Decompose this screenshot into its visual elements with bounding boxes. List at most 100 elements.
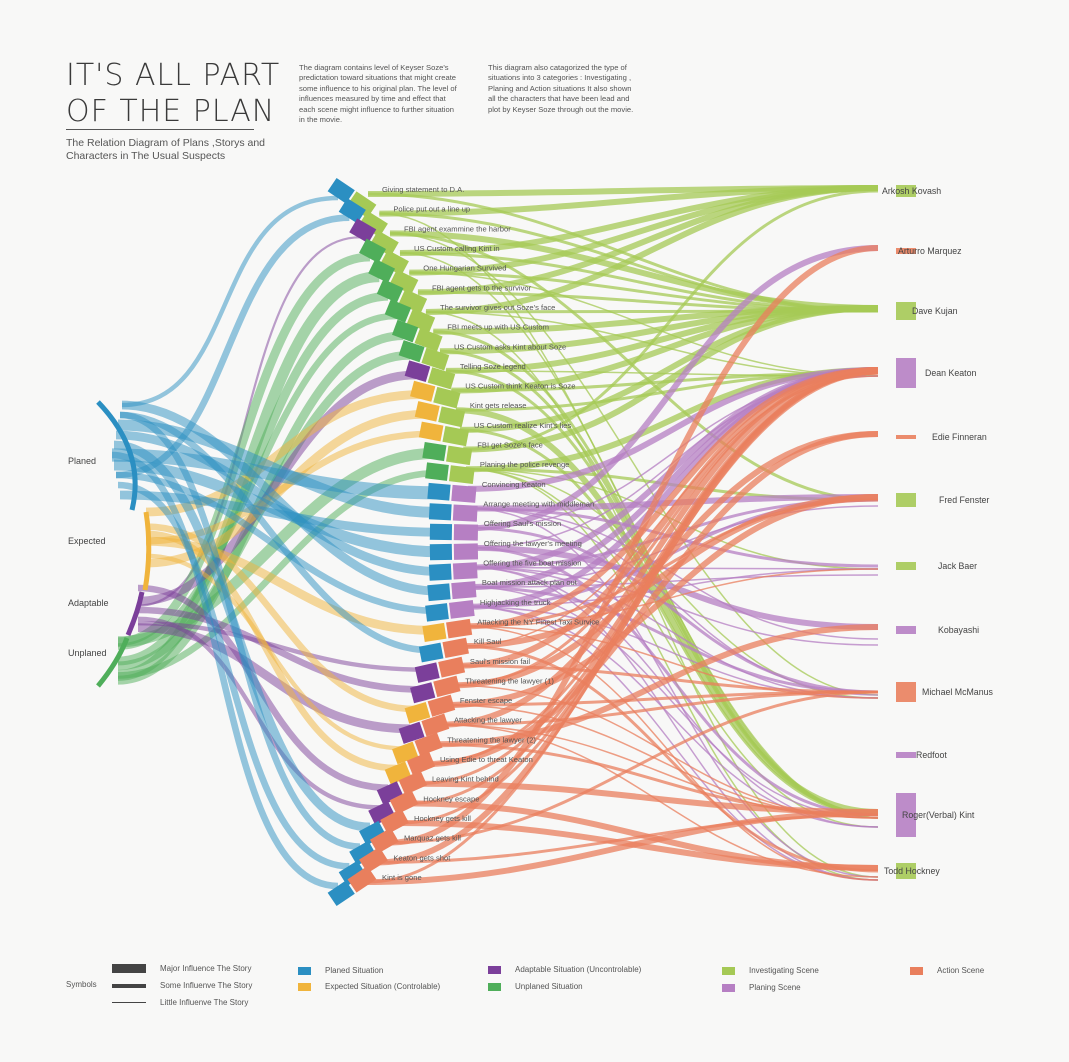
situation-square bbox=[429, 543, 453, 561]
situation-square bbox=[422, 622, 447, 643]
scene-label: Police put out a line up bbox=[393, 205, 470, 214]
scene-label: US Custom asks Kint about Soze bbox=[454, 342, 566, 351]
legend-expected: Expected Situation (Controlable) bbox=[298, 982, 440, 991]
scene-block-planing-the-police-revenge bbox=[425, 462, 475, 484]
scene-block-fbi-agent-exammine-the-harbor bbox=[349, 218, 399, 257]
flow-offering-saul-s-mission-to-michael-mcmanus bbox=[469, 526, 879, 694]
expected-swatch bbox=[298, 982, 311, 991]
scene-type-square bbox=[452, 562, 478, 580]
scene-type-square bbox=[406, 751, 436, 776]
scene-label: Telling Soze legend bbox=[460, 362, 526, 371]
flow-kill-saul-to-todd-hockney bbox=[459, 644, 879, 873]
scene-block-the-survivor-gives-out-soze-s-face bbox=[384, 299, 436, 333]
flow-fenster-escape-to-fred-fenster bbox=[445, 494, 879, 709]
situation-label-expected: Expected bbox=[68, 536, 106, 546]
scene-block-kint-is-gone bbox=[327, 865, 377, 907]
flow-kint-gets-release-to-roger-verbal-kint bbox=[455, 407, 879, 815]
scene-type-square bbox=[380, 808, 409, 835]
scene-block-us-custom-calling-kint-in bbox=[359, 238, 409, 276]
scene-label: Hockney escape bbox=[423, 794, 479, 803]
page-title: IT'S ALL PART OF THE PLAN bbox=[66, 58, 280, 130]
character-bar-redfoot bbox=[896, 752, 916, 758]
scene-label: Planing the police revenge bbox=[480, 460, 570, 469]
flow-planed-to-marquaz-gets-kill bbox=[119, 411, 361, 850]
situation-square bbox=[359, 238, 386, 264]
legend-planing: Planing Scene bbox=[722, 983, 801, 992]
flow-fbi-agent-exammine-the-harbor-to-michael-mcmanus bbox=[389, 232, 879, 696]
situation-square bbox=[404, 360, 431, 383]
legend-major: Major Influence The Story bbox=[112, 964, 251, 973]
little-influence-line bbox=[112, 1002, 146, 1003]
scene-label: The survivor gives out Soze's face bbox=[440, 303, 555, 312]
situation-square bbox=[338, 860, 366, 886]
scene-type-square bbox=[452, 504, 478, 522]
situation-square bbox=[368, 801, 396, 826]
legend-planed-label: Planed Situation bbox=[325, 966, 384, 975]
situation-label-planed: Planed bbox=[68, 456, 96, 466]
situation-label-adaptable: Adaptable bbox=[68, 598, 109, 608]
legend-planing-label: Planing Scene bbox=[749, 983, 801, 992]
character-label-dave-kujan: Dave Kujan bbox=[912, 306, 958, 316]
scene-block-leaving-kint-behind bbox=[376, 770, 428, 805]
legend-adaptable: Adaptable Situation (Uncontrolable) bbox=[488, 965, 641, 974]
scene-block-us-custom-realize-kint-s-lies bbox=[418, 421, 469, 447]
flow-offering-the-five-boat-mission-to-kobayashi bbox=[469, 566, 879, 646]
character-bars bbox=[896, 185, 916, 879]
scene-label: Marquaz gets kill bbox=[404, 834, 461, 843]
flow-adaptable-to-threatening-the-lawyer-1 bbox=[137, 606, 422, 693]
character-flows bbox=[367, 185, 879, 885]
scene-block-hockney-escape bbox=[368, 789, 419, 826]
scene-block-arrange-meeting-with-middleman bbox=[428, 503, 478, 522]
character-bar-jack-baer bbox=[896, 562, 916, 570]
scene-label: US Custom realize Kint's lies bbox=[474, 421, 571, 430]
scene-type-square bbox=[380, 249, 409, 276]
situation-square bbox=[376, 781, 404, 805]
scene-block-police-put-out-a-line-up bbox=[338, 198, 388, 238]
flow-adaptable-to-telling-soze-legend bbox=[137, 370, 416, 606]
flow-kint-is-gone-to-dean-keaton bbox=[367, 371, 879, 884]
scene-type-square bbox=[442, 637, 469, 658]
scene-label: Convincing Keaton bbox=[482, 480, 546, 489]
scene-label: US Custom think Keaton is Soze bbox=[465, 382, 575, 391]
character-bar-todd-hockney bbox=[896, 863, 916, 879]
scene-block-convincing-keaton bbox=[427, 482, 477, 503]
scene-label: One Hungarian Survived bbox=[423, 264, 506, 273]
scene-type-square bbox=[389, 789, 419, 815]
legend-expected-label: Expected Situation (Controlable) bbox=[325, 982, 441, 991]
flow-the-survivor-gives-out-soze-s-face-to-arkosh-kovash bbox=[425, 185, 879, 315]
situation-square bbox=[427, 482, 451, 501]
character-label-dean-keaton: Dean Keaton bbox=[925, 368, 976, 378]
scene-block-attacking-the-lawyer bbox=[398, 713, 450, 744]
flow-planed-to-highjacking-the-truck bbox=[115, 471, 436, 615]
scene-type-square bbox=[427, 694, 456, 717]
situation-arcs bbox=[96, 400, 152, 688]
scene-label: FBI agent gets to the survivor bbox=[432, 283, 532, 292]
scene-label: Keaton gets shot bbox=[393, 853, 451, 862]
legend-planed: Planed Situation bbox=[298, 966, 383, 975]
situation-square bbox=[418, 642, 444, 663]
character-label-edie-finneran: Edie Finneran bbox=[932, 432, 987, 442]
scene-block-threatening-the-lawyer-1 bbox=[410, 675, 461, 704]
flow-marquaz-gets-kill-to-michael-mcmanus bbox=[389, 690, 879, 845]
scene-label: Kill Saul bbox=[474, 637, 502, 646]
adaptable-swatch bbox=[488, 965, 501, 974]
scene-block-telling-soze-legend bbox=[404, 360, 456, 390]
scene-label: Giving statement to D.A. bbox=[382, 185, 464, 194]
flow-kint-is-gone-to-roger-verbal-kint bbox=[367, 809, 879, 885]
scene-label: Kint gets release bbox=[470, 401, 527, 410]
scene-label: Threatening the lawyer (1) bbox=[465, 676, 554, 685]
situation-square bbox=[338, 198, 366, 224]
character-bar-edie-finneran bbox=[896, 435, 916, 439]
flow-highjacking-the-truck-to-jack-baer bbox=[465, 568, 879, 608]
scene-block-offering-the-five-boat-mission bbox=[428, 562, 478, 581]
scene-type-square bbox=[406, 308, 436, 333]
character-bar-michael-mcmanus bbox=[896, 682, 916, 702]
scene-type-square bbox=[421, 347, 450, 371]
flow-fbi-get-soze-s-face-to-dave-kujan bbox=[463, 305, 879, 453]
flow-using-edie-to-threat-keaton-to-edie-finneran bbox=[425, 431, 879, 768]
situation-label-unplaned: Unplaned bbox=[68, 648, 107, 658]
scene-type-square bbox=[398, 770, 428, 796]
planing-swatch bbox=[722, 983, 735, 992]
title-line-2: OF THE PLAN bbox=[66, 94, 276, 129]
flow-offering-saul-s-mission-to-arturro-marquez bbox=[469, 245, 879, 532]
